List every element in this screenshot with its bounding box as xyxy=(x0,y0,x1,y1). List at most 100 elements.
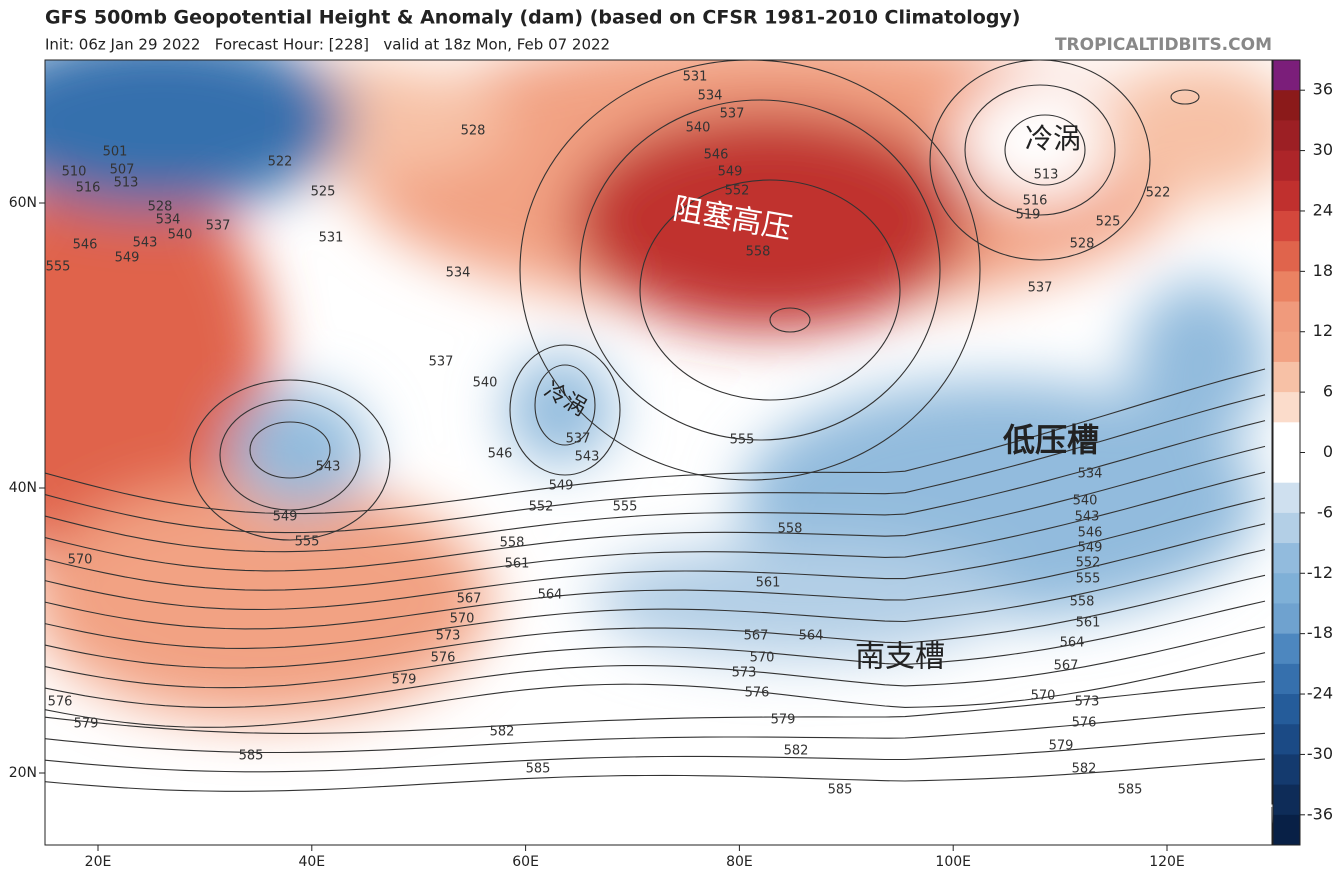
contour-label: 573 xyxy=(436,629,461,644)
contour-label: 579 xyxy=(392,673,417,688)
contour-label: 576 xyxy=(431,651,456,666)
contour-label: 522 xyxy=(1146,186,1171,201)
contour-label: 555 xyxy=(295,535,320,550)
colorbar-band xyxy=(1273,150,1300,182)
contour-label: 576 xyxy=(745,686,770,701)
contour-label: 576 xyxy=(1072,716,1097,731)
contour-label: 585 xyxy=(526,762,551,777)
contour-label: 537 xyxy=(566,432,591,447)
contour-label: 540 xyxy=(473,376,498,391)
subtitle: Init: 06z Jan 29 2022 Forecast Hour: [22… xyxy=(45,36,610,54)
lon-tick-label: 120E xyxy=(1149,854,1185,870)
contour-label: 567 xyxy=(744,629,769,644)
contour-label: 540 xyxy=(1073,494,1098,509)
contour-label: 549 xyxy=(1078,541,1103,556)
contour-label: 516 xyxy=(1023,194,1048,209)
colorbar-band xyxy=(1273,724,1300,755)
lon-tick-label: 100E xyxy=(935,854,971,870)
contour xyxy=(45,732,1266,773)
colorbar-tick-label: -24 xyxy=(1307,684,1333,703)
contour-label: 549 xyxy=(549,479,574,494)
contour-label: 561 xyxy=(1076,616,1101,631)
contour xyxy=(45,652,1266,728)
watermark: 知乎 @等风 xyxy=(1100,801,1281,841)
contour-label: 534 xyxy=(698,89,723,104)
colorbar-tick-label: 6 xyxy=(1323,382,1333,401)
contour-label: 555 xyxy=(613,500,638,515)
colorbar-tick-label: 0 xyxy=(1323,442,1333,461)
contour-label: 570 xyxy=(450,612,475,627)
contour-label: 543 xyxy=(575,450,600,465)
annotation: 冷涡 xyxy=(1025,122,1081,155)
contour-label: 579 xyxy=(1049,739,1074,754)
lat-tick-label: 60N xyxy=(9,195,37,211)
colorbar-band xyxy=(1273,452,1300,484)
colorbar-band xyxy=(1273,603,1300,635)
colorbar-band xyxy=(1273,271,1300,303)
contour-label: 534 xyxy=(1078,467,1103,482)
map-frame xyxy=(44,59,1273,846)
colorbar-band xyxy=(1273,180,1300,212)
contour-label: 570 xyxy=(750,651,775,666)
contour-label: 546 xyxy=(1078,526,1103,541)
contour-label: 513 xyxy=(114,176,139,191)
contour-label: 573 xyxy=(732,666,757,681)
contour xyxy=(45,420,1266,553)
colorbar-tick-label: 30 xyxy=(1313,140,1333,159)
colorbar-band xyxy=(1273,361,1300,393)
contour-label: 561 xyxy=(756,576,781,591)
contour-label: 540 xyxy=(686,121,711,136)
contours xyxy=(189,60,1200,541)
contour-label: 537 xyxy=(429,355,454,370)
contour xyxy=(45,523,1266,630)
contour xyxy=(45,626,1266,708)
colorbar-band xyxy=(1273,754,1300,786)
contour-label: 516 xyxy=(76,181,101,196)
contour-label: 543 xyxy=(316,460,341,475)
lon-tick-label: 60E xyxy=(512,854,539,870)
contour-label: 570 xyxy=(68,553,93,568)
contour-label: 582 xyxy=(1072,762,1097,777)
colorbar-band xyxy=(1273,512,1300,544)
contour-label: 537 xyxy=(1028,281,1053,296)
colorbar-band xyxy=(1273,482,1300,514)
site-credit: TROPICALTIDBITS.COM xyxy=(1055,35,1272,55)
contour xyxy=(45,394,1266,534)
contour-label: 558 xyxy=(778,522,803,537)
colorbar-band xyxy=(1273,60,1300,91)
contour-label: 549 xyxy=(115,251,140,266)
contour-label: 558 xyxy=(746,245,771,260)
colorbar-band xyxy=(1273,331,1300,363)
contour xyxy=(45,681,1266,734)
contours-south xyxy=(45,368,1266,792)
contour xyxy=(45,368,1266,515)
colorbar-tick-label: 18 xyxy=(1313,261,1333,280)
colorbar-band xyxy=(1273,694,1300,725)
contour-label: 558 xyxy=(500,536,525,551)
colorbar-band xyxy=(1273,210,1300,242)
colorbar-band xyxy=(1273,90,1300,121)
contour xyxy=(45,706,1266,754)
colorbar-band xyxy=(1273,663,1300,695)
contour-label: 528 xyxy=(461,124,486,139)
colorbar-band xyxy=(1273,814,1300,846)
contour-label: 558 xyxy=(1070,595,1095,610)
contour-label: 510 xyxy=(62,165,87,180)
contour-label: 507 xyxy=(110,163,135,178)
contour-label: 549 xyxy=(273,510,298,525)
colorbar-band xyxy=(1273,543,1300,574)
contour-label: 546 xyxy=(704,148,729,163)
contour-label: 549 xyxy=(718,165,743,180)
colorbar-band xyxy=(1273,784,1300,816)
contour-label: 501 xyxy=(103,145,128,160)
contour-label: 585 xyxy=(828,783,853,798)
colorbar-band xyxy=(1273,573,1300,604)
contour-label: 513 xyxy=(1034,168,1059,183)
colorbar-tick-label: 36 xyxy=(1313,80,1333,99)
contour-label: 561 xyxy=(505,557,530,572)
contour-label: 555 xyxy=(730,433,755,448)
contour-label: 537 xyxy=(206,219,231,234)
contour-label: 552 xyxy=(529,500,554,515)
colorbar-tick-label: -6 xyxy=(1317,502,1333,521)
